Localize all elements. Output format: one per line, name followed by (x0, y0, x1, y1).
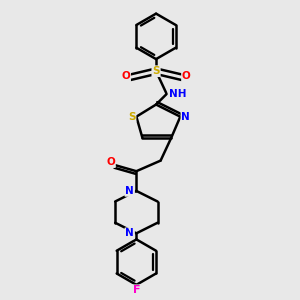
Text: F: F (133, 285, 140, 295)
Text: O: O (106, 157, 115, 167)
Text: S: S (152, 66, 160, 76)
Text: N: N (125, 186, 134, 196)
Text: O: O (182, 71, 191, 81)
Text: N: N (125, 228, 134, 238)
Text: S: S (128, 112, 136, 122)
Text: N: N (182, 112, 190, 122)
Text: O: O (122, 71, 130, 81)
Text: NH: NH (169, 89, 186, 99)
